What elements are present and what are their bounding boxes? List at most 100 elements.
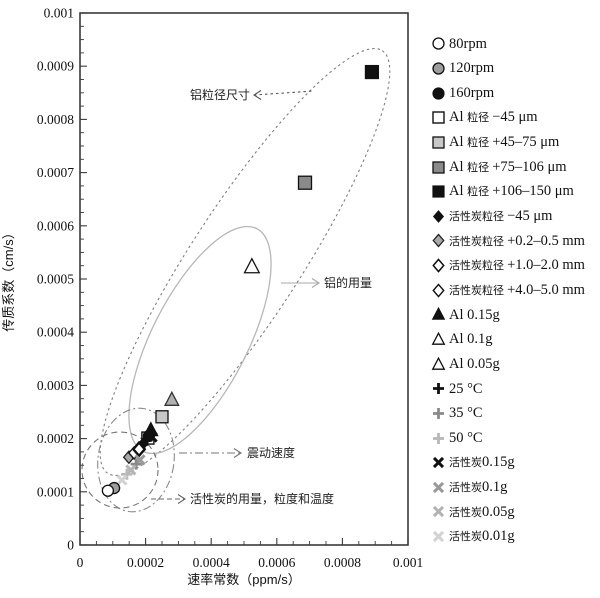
legend-label: Al 0.1g (449, 331, 493, 348)
y-tick-label: 0.0001 (37, 484, 74, 499)
legend-label: 35 °C (449, 405, 483, 422)
legend-label: 活性炭0.15g (449, 454, 515, 471)
legend-label: 活性炭粒径 +4.0–5.0 mm (449, 281, 585, 298)
data-point (101, 484, 115, 497)
legend-item: Al 粒径 +45–75 μm (431, 130, 599, 155)
x-tick-label: 0.0004 (193, 555, 230, 570)
legend-item: 50 °C (431, 426, 599, 451)
legend-marker-icon (432, 258, 445, 273)
legend-label: Al 粒径 +106–150 μm (449, 183, 574, 200)
data-point (163, 390, 180, 406)
data-point (116, 474, 128, 486)
legend-marker-icon (432, 62, 445, 75)
y-tick-label: 0.0008 (37, 112, 74, 127)
annotation-label: 铝粒径尺寸 (190, 87, 250, 102)
legend-item: 活性炭0.01g (431, 524, 599, 549)
legend-marker-icon (432, 160, 445, 174)
annotation-arrowhead (252, 90, 262, 100)
data-point (297, 175, 313, 190)
annotation-line (253, 90, 315, 96)
legend-marker-icon (432, 37, 445, 50)
legend-label: 活性炭0.01g (449, 528, 515, 545)
legend-label: 160rpm (449, 84, 495, 101)
legend-marker-icon (432, 457, 445, 469)
legend-item: 活性炭0.15g (431, 450, 599, 475)
group-ellipse (128, 225, 272, 455)
legend-label: Al 粒径 −45 μm (449, 109, 538, 126)
legend-marker-icon (431, 332, 446, 345)
legend-label: 活性炭0.1g (449, 479, 508, 496)
legend-marker-icon (432, 233, 445, 248)
legend-item: Al 粒径 −45 μm (431, 105, 599, 130)
legend-marker-icon (432, 283, 445, 298)
data-points (101, 64, 380, 497)
legend-label: Al 0.15g (449, 306, 500, 323)
x-tick-label: 0.0002 (127, 555, 164, 570)
legend-item: 活性炭0.05g (431, 500, 599, 525)
legend-marker-icon (432, 86, 445, 100)
legend-item: 活性炭粒径 +4.0–5.0 mm (431, 278, 599, 303)
x-tick-label: 0.0008 (324, 555, 361, 570)
data-point (130, 458, 142, 470)
y-tick-label: 0.0002 (37, 431, 74, 446)
y-axis-title: 传质系数（cm/s） (1, 226, 16, 331)
legend-label: 活性炭粒径 +1.0–2.0 mm (449, 257, 585, 274)
legend-label: 活性炭粒径 +0.2–0.5 mm (449, 232, 585, 249)
x-tick-label: 0.001 (393, 555, 423, 570)
axes: 0 0.0002 0.0004 0.0006 0.0008 0.001 0 0.0001 0.0… (37, 6, 423, 571)
legend-item: Al 0.05g (431, 352, 599, 377)
legend-marker-icon (431, 356, 446, 370)
group-ellipse (99, 47, 391, 477)
annotation-arrowhead (177, 494, 187, 504)
legend-label: 活性炭粒径 −45 μm (449, 208, 553, 225)
legend-marker-icon (433, 432, 444, 444)
legend-label: 活性炭0.05g (449, 503, 515, 520)
x-axis-title: 速率常数（ppm/s） (187, 572, 300, 587)
legend-marker-icon (432, 185, 445, 198)
legend-item: 25 °C (431, 376, 599, 401)
legend-marker-icon (432, 481, 445, 493)
y-tick-label: 0.0009 (37, 59, 74, 74)
data-point (131, 440, 147, 458)
y-tick-label: 0.0006 (37, 218, 74, 233)
legend-item: 活性炭粒径 −45 μm (431, 204, 599, 229)
y-tick-label: 0.0005 (37, 272, 74, 287)
legend-item: Al 粒径 +106–150 μm (431, 179, 599, 204)
legend-label: 120rpm (449, 60, 495, 77)
y-tick-label: 0.0007 (37, 165, 74, 180)
y-tick-label: 0 (67, 538, 74, 553)
legend-label: Al 粒径 +45–75 μm (449, 134, 560, 151)
legend-item: 80rpm (431, 32, 599, 57)
data-point (364, 64, 380, 80)
legend-label: 25 °C (449, 380, 483, 397)
legend-marker-icon (433, 407, 444, 419)
data-point (243, 257, 261, 274)
legend-marker-icon (431, 307, 446, 321)
legend-marker-icon (432, 209, 445, 223)
group-ellipse (97, 407, 175, 513)
legend-item: Al 0.15g (431, 303, 599, 328)
x-tick-label: 0.0006 (258, 555, 295, 570)
legend-marker-icon (433, 383, 444, 395)
y-tick-label: 0.001 (44, 6, 74, 21)
legend-label: 80rpm (449, 35, 487, 52)
legend-label: 50 °C (449, 429, 483, 446)
legend-marker-icon (432, 111, 445, 124)
data-point (121, 468, 133, 480)
legend-item: 35 °C (431, 401, 599, 426)
legend-item: Al 粒径 +75–106 μm (431, 155, 599, 180)
legend: 80rpm 120rpm 160rpm Al 粒径 −45 μm Al 粒径 +45–7… (431, 32, 599, 549)
annotation-arrowhead (311, 278, 321, 288)
y-tick-label: 0.0003 (37, 378, 74, 393)
annotation-label: 活性炭的用量，粒度和温度 (190, 491, 334, 506)
legend-marker-icon (432, 136, 445, 149)
annotation-label: 铝的用量 (324, 275, 372, 290)
legend-label: Al 粒径 +75–106 μm (449, 158, 567, 175)
legend-label: Al 0.05g (449, 355, 500, 372)
data-point (155, 410, 169, 424)
legend-item: 160rpm (431, 81, 599, 106)
legend-marker-icon (432, 531, 445, 543)
